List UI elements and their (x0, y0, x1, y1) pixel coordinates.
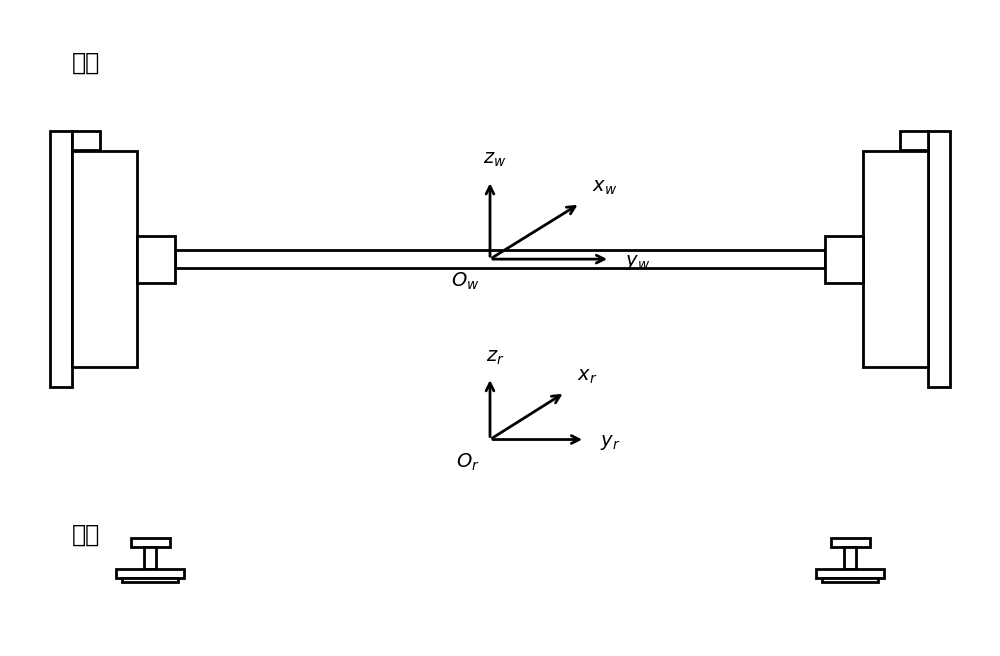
Bar (72, 151, 137, 367)
Text: $x_w$: $x_w$ (592, 178, 617, 197)
Text: $O_r$: $O_r$ (456, 451, 480, 472)
Bar (816, 569, 884, 578)
Bar (50, 131, 72, 387)
Text: $y_r$: $y_r$ (600, 434, 620, 452)
Bar (863, 151, 928, 367)
Bar (137, 236, 175, 283)
Bar (844, 547, 856, 569)
Text: $O_w$: $O_w$ (451, 271, 480, 292)
Text: $x_r$: $x_r$ (577, 367, 597, 386)
Text: $z_r$: $z_r$ (486, 348, 504, 367)
Bar (822, 578, 878, 583)
Text: $y_w$: $y_w$ (625, 253, 650, 272)
Bar (175, 250, 825, 268)
Bar (116, 569, 184, 578)
Bar (825, 236, 863, 283)
Bar (830, 538, 870, 547)
Bar (928, 131, 950, 387)
Bar (900, 131, 928, 150)
Bar (130, 538, 170, 547)
Text: 轮对: 轮对 (72, 51, 100, 74)
Bar (122, 578, 178, 583)
Text: 轨道: 轨道 (72, 523, 100, 546)
Bar (144, 547, 156, 569)
Text: $z_w$: $z_w$ (483, 150, 507, 169)
Bar (72, 131, 100, 150)
